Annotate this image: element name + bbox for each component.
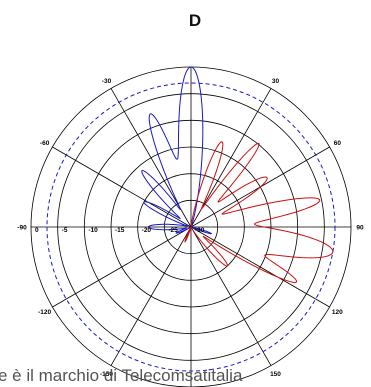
- grid-spoke: [52, 226, 192, 308]
- angle-tick-label: -60: [40, 140, 50, 147]
- grid-spoke: [190, 88, 272, 228]
- angle-tick-label: 120: [332, 309, 343, 316]
- pattern-series: [141, 66, 334, 283]
- angle-tick-label: -120: [38, 309, 51, 316]
- grid-spoke: [190, 226, 330, 308]
- angle-tick-label: 30: [272, 78, 280, 85]
- radial-tick-label: -20: [142, 227, 152, 234]
- grid-spoke: [52, 146, 192, 228]
- series-red-line: [184, 141, 334, 283]
- radial-tick-label: -15: [115, 227, 125, 234]
- grid-spoke: [190, 226, 272, 366]
- radial-tick-label: -30: [195, 227, 205, 234]
- angle-tick-label: 60: [334, 140, 342, 147]
- angle-tick-label: 150: [270, 371, 281, 378]
- radial-tick-label: -10: [88, 227, 98, 234]
- angle-tick-label: -30: [102, 78, 112, 85]
- angle-tick-label: -90: [17, 225, 27, 232]
- radial-tick-label: 0: [35, 227, 39, 234]
- chart-title: D: [189, 11, 201, 30]
- reference-dashed-circle: [46, 82, 336, 372]
- caption-text: e è il marchio di Telecomsatitalia: [0, 366, 243, 385]
- tick-labels: 30 60 90 120 150 -150 -120 -90 -60 -30 0 -5 -10 -15 -2…: [17, 78, 364, 378]
- angle-tick-label: 90: [356, 225, 364, 232]
- series-blue-line: [141, 66, 213, 235]
- radial-tick-label: -5: [62, 227, 68, 234]
- radial-tick-label: -25: [168, 227, 178, 234]
- angle-tick-label: -150: [100, 371, 113, 378]
- reference-circle: [46, 82, 336, 372]
- grid-spoke: [110, 226, 192, 366]
